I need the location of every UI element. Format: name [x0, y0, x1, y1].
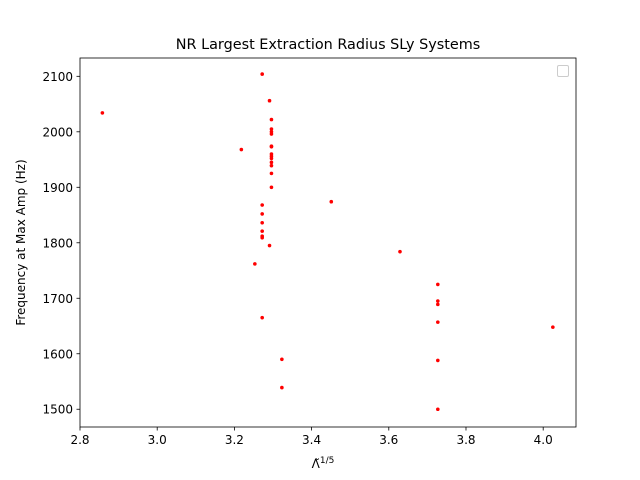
data-point	[436, 299, 440, 303]
y-tick-label: 1500	[42, 403, 73, 417]
x-tick-label: 3.8	[456, 433, 475, 447]
data-point	[436, 282, 440, 287]
points-layer	[100, 72, 555, 412]
data-point	[260, 72, 264, 76]
data-point	[269, 144, 274, 149]
data-point	[551, 325, 555, 329]
x-axis-label-base: Λ̃	[312, 457, 321, 471]
plot-area	[80, 58, 576, 427]
data-point	[329, 199, 334, 204]
data-point	[269, 185, 274, 190]
data-point	[269, 171, 274, 176]
x-tick-label: 3.2	[225, 433, 244, 447]
data-point	[280, 357, 284, 362]
x-tick-label: 4.0	[534, 433, 553, 447]
data-point	[436, 302, 440, 307]
y-tick-label: 2100	[42, 70, 73, 84]
x-tick-label: 3.6	[379, 433, 398, 447]
y-tick-label: 2000	[42, 125, 73, 139]
axes-background	[80, 58, 576, 427]
data-point	[280, 385, 284, 390]
data-point	[239, 147, 244, 152]
y-tick-label: 1800	[42, 236, 73, 250]
data-point	[398, 249, 402, 254]
y-axis-label: Frequency at Max Amp (Hz)	[14, 159, 28, 325]
y-tick-label: 1600	[42, 347, 73, 361]
data-point	[267, 243, 272, 248]
data-point	[269, 127, 274, 131]
data-point	[260, 229, 264, 233]
data-point	[253, 262, 257, 266]
y-tick-label: 1900	[42, 181, 73, 195]
data-point	[260, 203, 264, 207]
data-point	[260, 315, 264, 320]
data-point	[100, 111, 105, 115]
y-tick-label: 1700	[42, 292, 73, 306]
data-point	[260, 221, 264, 225]
x-axis-label-exponent: 1/5	[320, 456, 334, 466]
data-point	[436, 358, 440, 363]
data-point	[260, 212, 264, 216]
legend-box	[557, 65, 569, 77]
x-tick-label: 3.4	[302, 433, 321, 447]
data-point	[267, 98, 272, 103]
data-point	[269, 132, 274, 136]
x-tick-label: 2.8	[70, 433, 89, 447]
x-axis-label: Λ̃1/5	[312, 456, 335, 471]
x-axis-ticks: 2.8 3.0 3.2 3.4 3.6 3.8 4.0	[70, 427, 553, 447]
y-axis-ticks: 1500 1600 1700 1800 1900 2000 2100	[42, 70, 80, 417]
data-point	[436, 407, 440, 412]
chart-title: NR Largest Extraction Radius SLy Systems	[176, 37, 481, 53]
x-tick-label: 3.0	[148, 433, 167, 447]
data-point	[269, 117, 274, 122]
data-point	[260, 235, 264, 240]
data-point	[269, 160, 274, 165]
data-point	[269, 156, 274, 161]
data-point	[436, 320, 440, 324]
data-point	[269, 163, 274, 168]
